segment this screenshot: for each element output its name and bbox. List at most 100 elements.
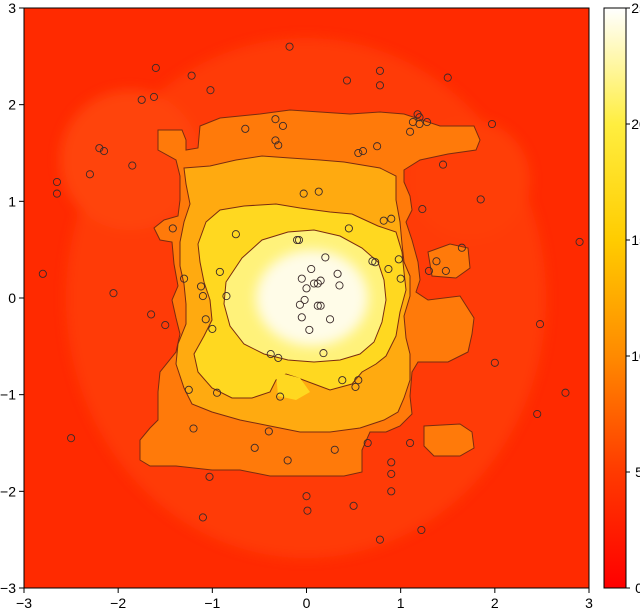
data-point — [168, 224, 177, 233]
x-tick-label: −2 — [110, 595, 126, 611]
data-point — [561, 388, 570, 397]
data-point — [300, 295, 309, 304]
data-point — [422, 118, 432, 127]
data-point — [212, 388, 222, 397]
data-point — [198, 513, 207, 522]
y-axis: −3 −2 −1 0 1 2 3 — [0, 0, 24, 596]
data-point — [208, 324, 217, 333]
data-point — [297, 313, 306, 322]
x-tick-label: 3 — [585, 595, 593, 611]
x-tick-label: −1 — [204, 595, 220, 611]
data-point — [293, 235, 302, 245]
data-point — [271, 136, 280, 145]
y-tick-label: −1 — [0, 387, 16, 403]
data-point — [387, 487, 396, 496]
y-tick-label: 1 — [8, 193, 16, 209]
colorbar-tick-label: 5 — [635, 464, 640, 480]
peak-core — [256, 250, 368, 346]
data-point — [313, 301, 322, 310]
data-point — [406, 438, 415, 448]
y-tick-label: −2 — [0, 483, 16, 499]
x-tick-label: 2 — [491, 595, 499, 611]
data-point — [147, 310, 156, 319]
data-point — [215, 267, 224, 276]
data-point — [314, 187, 323, 196]
x-axis: −3 −2 −1 0 1 2 3 — [16, 588, 593, 611]
data-point — [379, 216, 388, 225]
data-point — [373, 142, 382, 151]
data-point — [205, 472, 214, 481]
data-point — [85, 170, 94, 179]
colorbar-tick-label: 15 — [631, 232, 640, 248]
data-point — [302, 492, 311, 501]
data-point — [276, 392, 285, 401]
x-tick-label: −3 — [16, 595, 32, 611]
data-point — [109, 289, 118, 298]
data-point — [187, 71, 196, 80]
x-tick-label: 1 — [397, 595, 405, 611]
data-point — [438, 160, 448, 169]
colorbar-axis: 0 5 10 15 20 25 — [626, 0, 640, 596]
data-point — [487, 119, 497, 129]
data-point — [441, 266, 450, 275]
data-point — [264, 427, 273, 436]
colorbar-tick-label: 0 — [635, 580, 640, 596]
data-point — [189, 424, 198, 433]
data-point — [415, 113, 424, 122]
data-point — [349, 501, 358, 510]
shade-blob — [60, 90, 200, 230]
data-point — [535, 320, 545, 329]
data-point — [575, 237, 584, 246]
colorbar-tick-label: 20 — [631, 116, 640, 132]
data-point — [476, 195, 485, 204]
data-point — [161, 321, 170, 330]
data-point — [358, 147, 368, 156]
data-point — [424, 266, 433, 275]
data-point — [406, 127, 415, 136]
data-point — [321, 253, 330, 262]
data-point — [295, 300, 304, 309]
data-point — [67, 434, 76, 443]
y-tick-label: 3 — [8, 0, 16, 16]
data-point — [375, 81, 385, 90]
data-point — [201, 315, 210, 324]
data-point — [351, 382, 360, 391]
data-point — [285, 42, 294, 51]
data-point — [52, 177, 62, 187]
contour-15-bump — [276, 372, 310, 400]
data-point — [278, 121, 288, 130]
data-point — [250, 443, 259, 452]
data-point — [271, 115, 280, 124]
contour-5-island — [423, 423, 475, 457]
data-point — [274, 141, 283, 150]
colorbar — [603, 7, 627, 589]
data-point — [196, 282, 206, 291]
data-point — [394, 255, 403, 264]
data-point — [241, 124, 250, 133]
y-tick-label: 0 — [8, 290, 16, 306]
data-point — [38, 269, 47, 278]
data-point — [325, 315, 335, 324]
sample-points — [38, 42, 584, 544]
data-point — [305, 325, 314, 334]
data-point — [417, 525, 426, 535]
data-point — [344, 224, 353, 233]
data-point — [294, 235, 304, 245]
data-point — [149, 92, 158, 101]
data-point — [375, 66, 385, 75]
colorbar-tick-label: 25 — [631, 0, 640, 16]
x-tick-label: 0 — [303, 595, 311, 611]
data-point — [418, 205, 427, 214]
data-point — [309, 279, 319, 288]
data-point — [299, 189, 308, 198]
y-tick-label: −3 — [0, 580, 16, 596]
data-point — [231, 230, 240, 239]
data-point — [354, 148, 363, 158]
data-point — [457, 243, 466, 252]
data-point — [206, 86, 215, 95]
data-point — [99, 147, 109, 156]
data-point — [274, 353, 283, 362]
data-point — [432, 257, 441, 266]
data-point — [533, 409, 542, 419]
